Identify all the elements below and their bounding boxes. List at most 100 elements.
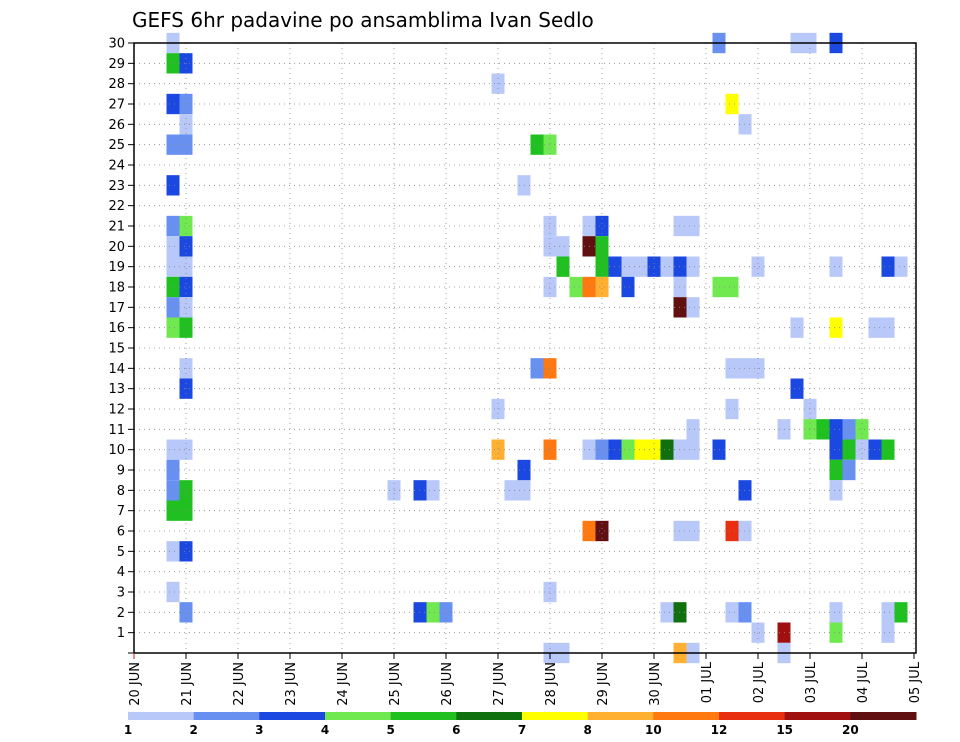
heatmap-cell xyxy=(725,520,739,542)
y-tick-label: 2 xyxy=(117,606,125,621)
x-tick-label: 26 JUN xyxy=(440,662,455,706)
heatmap-cell xyxy=(829,622,843,643)
heatmap-cell xyxy=(595,439,609,460)
x-tick-label: 23 JUN xyxy=(284,662,299,706)
y-tick-label: 1 xyxy=(117,626,125,641)
heatmap-cell xyxy=(556,236,570,257)
heatmap-cell xyxy=(595,276,609,298)
heatmap-cell xyxy=(881,317,895,338)
x-tick-label: 21 JUN xyxy=(180,662,195,706)
heatmap-cell xyxy=(166,500,180,521)
heatmap-cell xyxy=(829,419,843,440)
heatmap-cell xyxy=(179,317,193,338)
x-tick-label: 20 JUN xyxy=(128,662,143,706)
heatmap-cell xyxy=(829,459,843,481)
y-tick-label: 30 xyxy=(108,37,125,52)
heatmap-cell xyxy=(621,276,635,298)
y-axis: 1234567891011121314151617181920212223242… xyxy=(108,37,134,654)
heatmap-cell xyxy=(179,236,193,257)
heatmap-cell xyxy=(179,297,193,318)
heatmap-cell xyxy=(595,520,609,542)
heatmap-cell xyxy=(179,256,193,277)
colorbar-label: 8 xyxy=(583,723,591,737)
heatmap-cell xyxy=(166,175,180,196)
y-tick-label: 13 xyxy=(108,382,125,397)
y-tick-label: 21 xyxy=(108,220,125,235)
heatmap-cell xyxy=(166,93,180,115)
heatmap-cell xyxy=(166,581,180,603)
heatmap-cell xyxy=(179,215,193,237)
colorbar-swatch xyxy=(850,712,917,720)
heatmap-cell xyxy=(829,256,843,277)
y-tick-label: 5 xyxy=(117,545,125,560)
y-tick-label: 20 xyxy=(108,240,125,255)
heatmap-cell xyxy=(881,602,895,623)
heatmap-cell xyxy=(855,419,869,440)
x-tick-label: 24 JUN xyxy=(336,662,351,706)
heatmap-cell xyxy=(439,602,453,623)
colorbar-swatch xyxy=(325,712,392,720)
heatmap-cell xyxy=(660,602,674,623)
heatmap-cell xyxy=(686,297,700,318)
heatmap-cell xyxy=(829,602,843,623)
heatmap-cell xyxy=(634,439,648,460)
x-tick-label: 05 JUL xyxy=(908,661,923,703)
heatmap-cell xyxy=(179,276,193,298)
y-tick-label: 25 xyxy=(108,138,125,153)
x-tick-label: 01 JUL xyxy=(700,661,715,703)
heatmap-cell xyxy=(686,439,700,460)
heatmap-cell xyxy=(894,256,908,277)
y-tick-label: 3 xyxy=(117,586,125,601)
heatmap-cell xyxy=(166,459,180,481)
heatmap-cell xyxy=(725,602,739,623)
y-tick-label: 8 xyxy=(117,484,125,499)
heatmap-cell xyxy=(569,276,583,298)
heatmap-cell xyxy=(816,419,830,440)
heatmap-cell xyxy=(686,215,700,237)
heatmap-cell xyxy=(166,317,180,338)
heatmap-cell xyxy=(166,480,180,501)
gridlines xyxy=(134,42,916,653)
y-tick-label: 24 xyxy=(108,159,125,174)
heatmap-cell xyxy=(166,276,180,298)
y-tick-label: 10 xyxy=(108,443,125,458)
colorbar-swatch xyxy=(719,712,786,720)
heatmap-cell xyxy=(790,317,804,338)
heatmap-cell xyxy=(751,622,765,643)
colorbar-swatch xyxy=(128,712,195,720)
heatmap-cell xyxy=(595,215,609,237)
heatmap-cell xyxy=(829,480,843,501)
heatmap-cell xyxy=(530,134,544,155)
heatmap-cell xyxy=(725,93,739,115)
x-tick-label: 27 JUN xyxy=(492,662,507,706)
colorbar-swatch xyxy=(390,712,457,720)
x-axis: 20 JUN 21 JUN 22 JUN 23 JUN 24 JUN 25 JUN 26 J… xyxy=(128,653,923,706)
heatmap-cell xyxy=(530,358,544,379)
colorbar-label: 4 xyxy=(321,723,329,737)
heatmap-cell xyxy=(595,236,609,257)
heatmap-cell xyxy=(660,256,674,277)
y-tick-label: 22 xyxy=(108,199,125,214)
heatmap-cell xyxy=(881,439,895,460)
x-tick-label: 25 JUN xyxy=(388,662,403,706)
heatmap-cell xyxy=(491,439,505,460)
heatmap-cell xyxy=(426,602,440,623)
heatmap-cell xyxy=(621,439,635,460)
heatmap-cell xyxy=(166,134,180,155)
colorbar-label: 5 xyxy=(386,723,394,737)
y-tick-label: 9 xyxy=(117,464,125,479)
heatmap-cell xyxy=(179,541,193,562)
heatmap-cell xyxy=(829,317,843,338)
y-tick-label: 17 xyxy=(108,301,125,316)
y-tick-label: 16 xyxy=(108,321,125,336)
colorbar-swatch xyxy=(784,712,851,720)
colorbar-label: 15 xyxy=(776,723,793,737)
heatmap-cell xyxy=(829,439,843,460)
x-tick-label: 22 JUN xyxy=(232,662,247,706)
heatmap-cell xyxy=(556,256,570,277)
x-tick-label: 28 JUN xyxy=(544,662,559,706)
x-tick-label: 03 JUL xyxy=(804,661,819,703)
heatmap-cell xyxy=(595,256,609,277)
y-tick-label: 26 xyxy=(108,118,125,133)
y-tick-label: 23 xyxy=(108,179,125,194)
